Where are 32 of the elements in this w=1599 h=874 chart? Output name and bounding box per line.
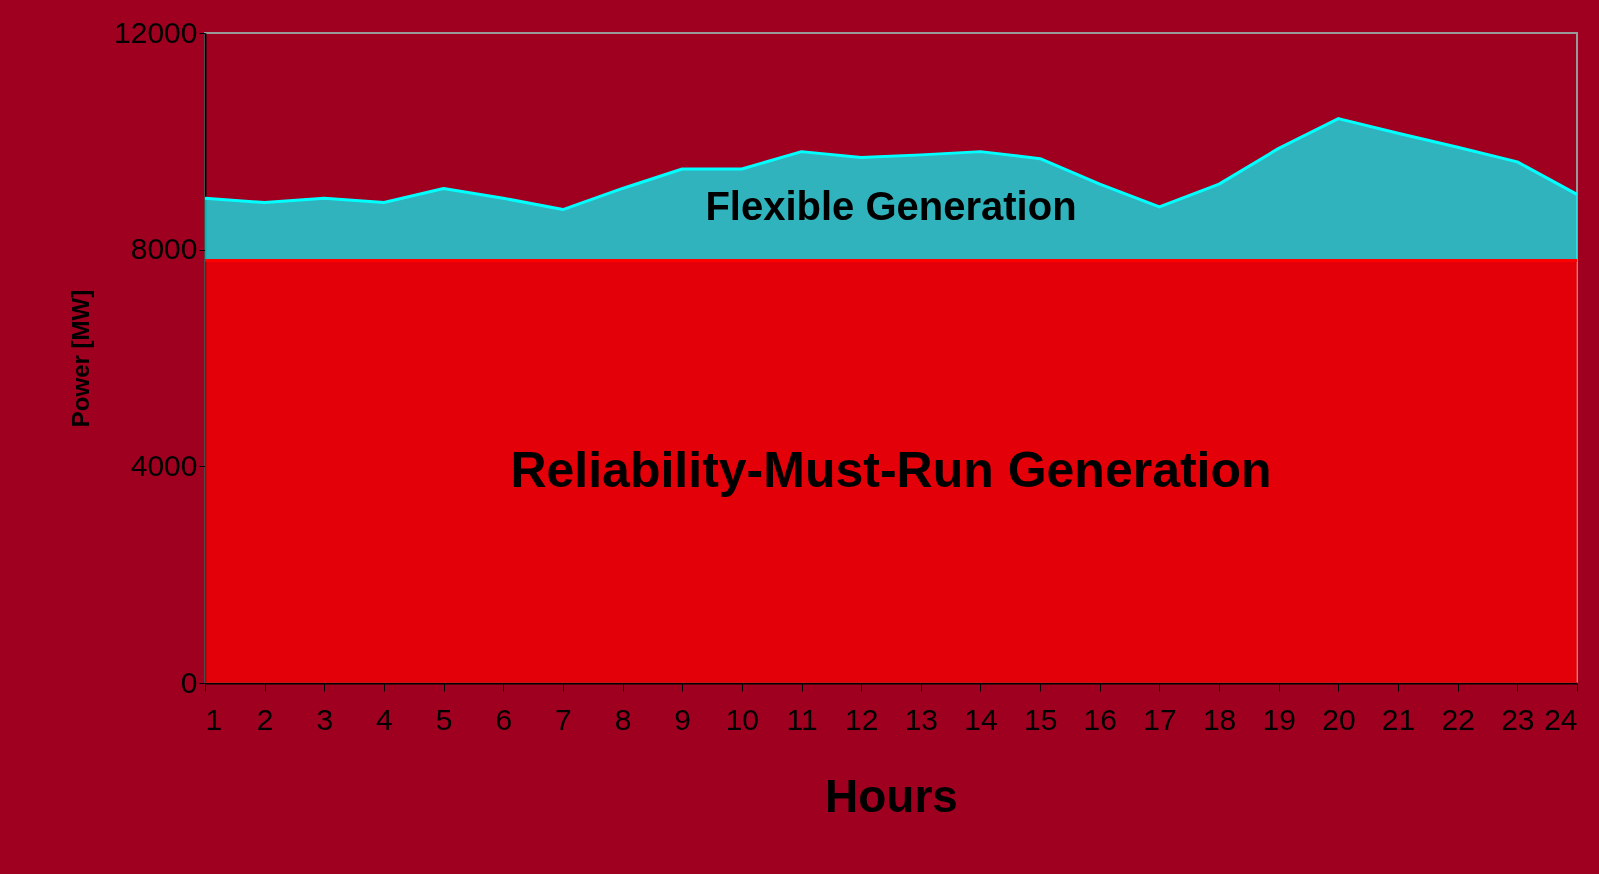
x-tick-label: 18 [1202, 702, 1237, 736]
x-tick-label: 4 [376, 702, 393, 736]
x-tick-label: 11 [786, 702, 818, 736]
x-tick-label: 17 [1143, 702, 1177, 736]
y-tick-label: 8000 [130, 232, 198, 266]
x-axis-title: Hours [825, 769, 958, 822]
x-tick-label: 3 [316, 702, 334, 736]
x-tick-label: 9 [674, 702, 692, 736]
x-tick-label: 14 [964, 702, 998, 736]
x-tick-label: 10 [725, 702, 760, 736]
x-tick-label: 1 [205, 702, 223, 736]
x-tick-label: 5 [435, 702, 453, 736]
x-tick-label: 15 [1023, 702, 1058, 736]
series-label: Reliability-Must-Run Generation [510, 441, 1272, 498]
x-tick-label: 22 [1441, 702, 1475, 736]
x-tick-label: 20 [1322, 702, 1356, 736]
x-tick-label: 2 [256, 702, 274, 736]
x-tick-label: 21 [1381, 702, 1416, 736]
x-tick-label: 12 [844, 702, 879, 736]
x-tick-label: 23 [1501, 702, 1535, 736]
series-label: Flexible Generation [705, 183, 1077, 228]
x-tick-label: 13 [904, 702, 939, 736]
y-axis-title: Power [MW] [67, 289, 95, 428]
x-tick-label: 6 [495, 702, 513, 736]
y-tick-label: 4000 [130, 448, 198, 482]
x-tick-label: 16 [1083, 702, 1117, 736]
x-tick-label: 7 [555, 702, 572, 736]
x-tick-label: 19 [1262, 702, 1296, 736]
x-tick-label: 8 [614, 702, 632, 736]
y-tick-label: 12000 [114, 15, 198, 49]
x-tick-label: 24 [1544, 702, 1578, 736]
y-tick-label: 0 [180, 665, 198, 699]
